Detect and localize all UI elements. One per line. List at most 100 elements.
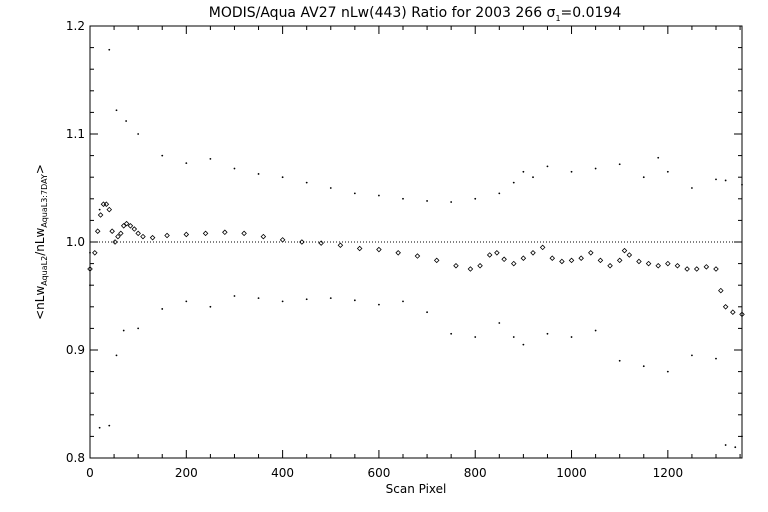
data-point xyxy=(666,170,669,173)
y-tick-label: 1.1 xyxy=(66,127,85,141)
y-label-mid: /nLw xyxy=(33,227,47,255)
data-point xyxy=(426,311,428,314)
y-axis-label: <nLwAquaL2/nLwAquaL3:7DAY> xyxy=(33,164,49,320)
plot-frame xyxy=(89,25,743,459)
data-point xyxy=(241,230,247,237)
data-point xyxy=(588,250,594,256)
data-point xyxy=(512,181,515,184)
data-point xyxy=(109,228,115,234)
data-point xyxy=(305,181,308,184)
data-point xyxy=(108,424,111,427)
data-point xyxy=(376,246,382,253)
data-point xyxy=(684,266,690,272)
x-tick-label: 600 xyxy=(367,466,390,480)
y-label-close: > xyxy=(33,164,47,174)
data-point xyxy=(103,201,110,207)
data-point xyxy=(642,176,645,179)
y-label-sub1: AquaL2 xyxy=(40,256,49,286)
data-point xyxy=(161,308,164,310)
data-point xyxy=(137,327,140,330)
data-point xyxy=(477,262,483,269)
data-point xyxy=(281,300,284,303)
data-point xyxy=(486,252,493,258)
data-point xyxy=(209,157,212,160)
data-point xyxy=(353,299,356,302)
data-point xyxy=(202,230,209,237)
y-tick-label: 1.0 xyxy=(66,235,85,249)
data-point xyxy=(549,255,556,261)
data-point xyxy=(512,336,515,338)
data-point xyxy=(715,178,717,181)
data-point xyxy=(87,266,93,272)
data-point xyxy=(118,230,124,237)
data-point xyxy=(89,251,91,254)
x-tick-label: 1000 xyxy=(556,466,587,480)
data-point xyxy=(568,257,575,264)
data-point xyxy=(164,232,170,239)
series-mean-ratio xyxy=(87,201,745,318)
data-point xyxy=(734,446,737,449)
data-point xyxy=(414,253,421,259)
data-point xyxy=(570,336,573,338)
data-point xyxy=(474,336,477,338)
data-point xyxy=(356,245,363,252)
y-tick-label: 1.2 xyxy=(66,19,85,33)
data-point xyxy=(149,234,156,241)
data-point xyxy=(131,226,138,232)
data-point xyxy=(89,284,91,287)
y-axis-ticks: 0.8 0.9 1.0 1.1 1.2 xyxy=(66,19,742,465)
data-point xyxy=(501,256,507,263)
data-point xyxy=(281,176,284,179)
data-point xyxy=(616,257,623,264)
data-point xyxy=(693,266,700,272)
data-point xyxy=(474,197,477,200)
data-point xyxy=(645,260,652,267)
data-point xyxy=(467,266,474,272)
data-point xyxy=(594,329,597,332)
data-point xyxy=(730,309,736,315)
chart-title-subscript: 1 xyxy=(555,14,560,23)
data-point xyxy=(498,322,501,324)
data-point xyxy=(337,242,344,249)
data-point xyxy=(329,187,332,189)
data-point xyxy=(450,332,453,335)
data-point xyxy=(257,297,260,300)
chart-title-main: MODIS/Aqua AV27 nLw(443) Ratio for 2003 … xyxy=(209,5,556,21)
data-point xyxy=(97,212,104,218)
data-point xyxy=(94,228,101,234)
data-point xyxy=(522,343,525,346)
data-point xyxy=(691,354,693,357)
data-point xyxy=(522,170,525,173)
data-point xyxy=(122,329,125,332)
data-point xyxy=(353,192,356,195)
chart-title-suffix: =0.0194 xyxy=(561,5,622,21)
data-point xyxy=(378,303,380,306)
data-point xyxy=(739,311,745,318)
data-point xyxy=(722,304,729,310)
series-upper-envelope xyxy=(89,48,743,254)
data-point xyxy=(642,365,645,368)
data-point xyxy=(279,237,286,243)
data-point xyxy=(532,176,534,179)
data-point xyxy=(123,220,130,227)
data-point xyxy=(636,258,642,265)
data-point xyxy=(578,255,584,261)
data-point xyxy=(378,194,380,197)
data-point xyxy=(626,252,633,258)
data-point xyxy=(125,120,128,122)
series-lower-envelope xyxy=(89,284,743,449)
x-tick-label: 1200 xyxy=(653,466,684,480)
data-point xyxy=(257,173,260,175)
data-point xyxy=(209,305,212,308)
data-point xyxy=(120,223,127,229)
x-tick-label: 800 xyxy=(464,466,487,480)
data-point xyxy=(597,257,604,264)
data-point xyxy=(402,300,404,303)
data-point xyxy=(713,266,719,272)
x-tick-label: 200 xyxy=(175,466,198,480)
data-point xyxy=(703,264,710,270)
x-tick-label: 0 xyxy=(86,466,94,480)
data-point xyxy=(546,165,549,168)
data-point xyxy=(607,262,613,269)
